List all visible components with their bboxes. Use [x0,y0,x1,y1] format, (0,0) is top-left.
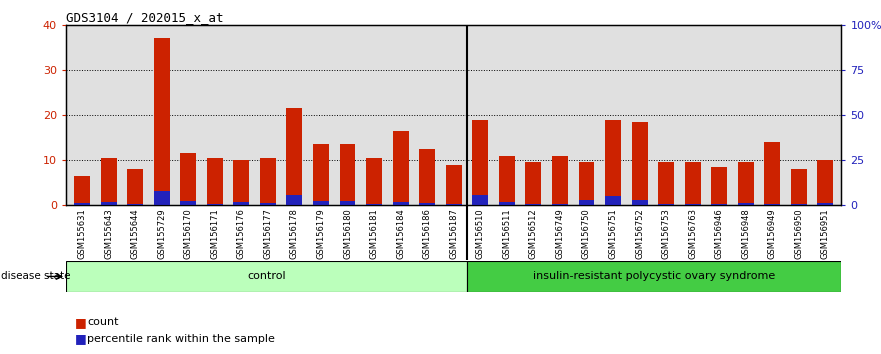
Bar [260,202,276,205]
Bar [153,191,170,205]
Bar [818,202,833,205]
Bar [366,204,382,205]
Bar [74,202,90,205]
Bar [737,202,754,205]
Bar [818,160,833,205]
Bar [446,165,462,205]
Bar [100,202,116,205]
Bar [181,201,196,205]
Text: percentile rank within the sample: percentile rank within the sample [87,334,275,344]
Text: control: control [248,272,286,281]
Text: GSM156948: GSM156948 [741,208,751,259]
Bar [737,162,754,205]
Bar [711,204,727,205]
Text: GSM156749: GSM156749 [555,208,565,259]
Text: GSM156187: GSM156187 [449,208,458,259]
Bar [472,195,488,205]
Bar [632,200,648,205]
Text: GSM156753: GSM156753 [662,208,670,259]
Text: ■: ■ [75,332,86,345]
Bar [233,202,249,205]
Bar [552,156,568,205]
Text: GSM156176: GSM156176 [237,208,246,259]
Bar [313,201,329,205]
Bar [499,156,515,205]
Bar [419,202,435,205]
Bar [658,162,674,205]
Text: GSM156171: GSM156171 [211,208,219,259]
Bar [339,144,355,205]
Text: disease state: disease state [1,272,70,281]
Bar [632,122,648,205]
Text: GSM156181: GSM156181 [369,208,379,259]
Bar [286,195,302,205]
Bar [393,202,409,205]
Bar [765,142,781,205]
Bar [605,120,621,205]
Bar [419,149,435,205]
Text: GSM156763: GSM156763 [688,208,697,259]
Text: GSM156751: GSM156751 [609,208,618,259]
Bar [499,202,515,205]
Text: GSM156178: GSM156178 [290,208,299,259]
Text: GSM156184: GSM156184 [396,208,405,259]
Bar [127,204,143,205]
Text: GSM156179: GSM156179 [316,208,325,259]
Text: GSM155644: GSM155644 [130,208,139,259]
Bar [525,162,541,205]
Bar [579,200,595,205]
Text: GSM156510: GSM156510 [476,208,485,259]
Text: GSM156750: GSM156750 [582,208,591,259]
Bar [467,261,841,292]
Text: GSM155631: GSM155631 [78,208,86,259]
Text: GSM156177: GSM156177 [263,208,272,259]
Bar [393,131,409,205]
Bar [605,196,621,205]
Text: GDS3104 / 202015_x_at: GDS3104 / 202015_x_at [66,11,224,24]
Text: GSM156946: GSM156946 [714,208,723,259]
Text: GSM156512: GSM156512 [529,208,538,259]
Bar [579,162,595,205]
Bar [339,201,355,205]
Bar [765,204,781,205]
Text: GSM155729: GSM155729 [157,208,167,259]
Text: count: count [87,317,119,327]
Bar [685,162,700,205]
Text: GSM156186: GSM156186 [423,208,432,259]
Bar [791,169,807,205]
Text: GSM156951: GSM156951 [821,208,830,259]
Bar [711,167,727,205]
Bar [791,204,807,205]
Bar [127,169,143,205]
Bar [313,144,329,205]
Text: GSM156950: GSM156950 [795,208,803,259]
Bar [66,261,467,292]
Bar [233,160,249,205]
Bar [207,158,223,205]
Text: insulin-resistant polycystic ovary syndrome: insulin-resistant polycystic ovary syndr… [533,272,775,281]
Bar [153,38,170,205]
Bar [286,108,302,205]
Bar [366,158,382,205]
Bar [100,158,116,205]
Bar [260,158,276,205]
Text: GSM156180: GSM156180 [343,208,352,259]
Bar [472,120,488,205]
Text: ■: ■ [75,316,86,329]
Bar [181,153,196,205]
Bar [658,204,674,205]
Text: GSM156170: GSM156170 [184,208,193,259]
Bar [446,204,462,205]
Text: GSM156752: GSM156752 [635,208,644,259]
Text: GSM156949: GSM156949 [768,208,777,259]
Bar [525,204,541,205]
Text: GSM156511: GSM156511 [502,208,511,259]
Bar [552,204,568,205]
Bar [685,204,700,205]
Bar [207,204,223,205]
Text: GSM155643: GSM155643 [104,208,113,259]
Bar [74,176,90,205]
